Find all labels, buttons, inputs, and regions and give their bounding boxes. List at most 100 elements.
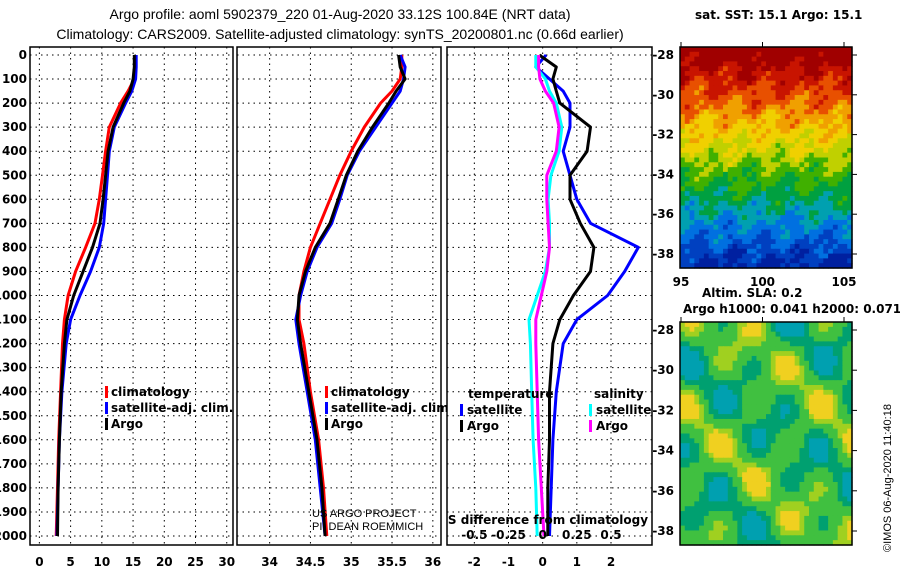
map-cell bbox=[794, 210, 801, 216]
map-cell bbox=[828, 477, 834, 483]
map-cell bbox=[804, 414, 810, 420]
map-cell bbox=[723, 336, 729, 342]
map-cell bbox=[794, 389, 801, 396]
map-cell bbox=[809, 520, 815, 527]
map-cell bbox=[680, 109, 686, 115]
map-cell bbox=[699, 457, 705, 464]
map-cell bbox=[727, 341, 734, 347]
map-cell bbox=[742, 481, 748, 488]
map-cell bbox=[727, 210, 734, 216]
map-cell bbox=[804, 51, 810, 58]
map-cell bbox=[689, 47, 695, 53]
map-cell bbox=[694, 457, 700, 464]
map-cell bbox=[785, 535, 791, 541]
map-cell bbox=[828, 181, 834, 187]
map-cell bbox=[799, 253, 805, 259]
map-cell bbox=[694, 530, 700, 536]
map-cell bbox=[703, 399, 710, 406]
map-cell bbox=[732, 152, 738, 159]
map-cell bbox=[684, 520, 691, 527]
map-cell bbox=[703, 71, 710, 77]
map-cell bbox=[680, 477, 686, 483]
map-cell bbox=[727, 200, 734, 207]
map-cell bbox=[723, 462, 729, 469]
map-cell bbox=[727, 501, 734, 507]
map-cell bbox=[742, 143, 748, 149]
map-cell bbox=[799, 239, 805, 245]
map-cell bbox=[766, 171, 772, 178]
map-cell bbox=[809, 404, 815, 410]
map-cell bbox=[847, 143, 853, 149]
map-cell bbox=[804, 477, 810, 483]
map-cell bbox=[746, 418, 753, 425]
map-cell bbox=[751, 535, 758, 541]
map-cell bbox=[694, 224, 700, 231]
map-cell bbox=[775, 243, 781, 250]
map-cell bbox=[689, 520, 695, 527]
map-cell bbox=[699, 452, 705, 459]
map-cell bbox=[761, 176, 767, 183]
map-cell bbox=[727, 109, 734, 115]
map-cell bbox=[746, 248, 753, 255]
map-cell bbox=[823, 370, 829, 376]
map-cell bbox=[775, 95, 781, 101]
map-cell bbox=[837, 457, 844, 464]
map-cell bbox=[813, 133, 820, 139]
map-cell bbox=[775, 418, 781, 425]
map-cell bbox=[751, 191, 758, 197]
map-cell bbox=[804, 186, 810, 192]
map-cell bbox=[684, 530, 691, 536]
map-cell bbox=[761, 360, 767, 367]
map-cell bbox=[847, 351, 853, 357]
map-cell bbox=[680, 336, 686, 342]
map-cell bbox=[727, 443, 734, 449]
map-cell bbox=[799, 496, 805, 502]
map-cell bbox=[708, 448, 715, 454]
map-cell bbox=[756, 414, 762, 420]
map-cell bbox=[775, 171, 781, 178]
map-cell bbox=[723, 114, 729, 120]
map-cell bbox=[780, 167, 786, 173]
map-cell bbox=[842, 443, 848, 449]
map-cell bbox=[770, 90, 777, 96]
map-cell bbox=[770, 380, 777, 386]
map-cell bbox=[694, 501, 700, 507]
map-cell bbox=[799, 104, 805, 111]
map-cell bbox=[818, 229, 824, 235]
map-cell bbox=[689, 331, 695, 338]
map-cell bbox=[847, 123, 853, 130]
map-cell bbox=[770, 365, 777, 372]
map-cell bbox=[713, 234, 719, 240]
map-cell bbox=[780, 171, 786, 178]
map-cell bbox=[785, 370, 791, 376]
map-cell bbox=[684, 467, 691, 473]
map-cell bbox=[718, 123, 724, 130]
map-cell bbox=[689, 540, 695, 546]
map-cell bbox=[794, 90, 801, 96]
map-cell bbox=[780, 506, 786, 512]
map-cell bbox=[813, 515, 820, 522]
map-cell bbox=[804, 336, 810, 342]
map-cell bbox=[789, 506, 796, 512]
map-cell bbox=[737, 243, 743, 250]
map-cell bbox=[723, 540, 729, 546]
map-cell bbox=[842, 540, 848, 546]
map-cell bbox=[732, 219, 738, 226]
map-cell bbox=[785, 457, 791, 464]
map-cell bbox=[684, 360, 691, 367]
map-cell bbox=[684, 535, 691, 541]
map-cell bbox=[723, 418, 729, 425]
map-cell bbox=[751, 418, 758, 425]
map-cell bbox=[751, 511, 758, 517]
map-cell bbox=[775, 360, 781, 367]
map-cell bbox=[799, 341, 805, 347]
map-cell bbox=[727, 123, 734, 130]
legend-title-temperature: temperature bbox=[468, 387, 553, 401]
map-cell bbox=[699, 167, 705, 173]
map-cell bbox=[809, 515, 815, 522]
map-cell bbox=[813, 205, 820, 211]
map-cell bbox=[837, 438, 844, 444]
map-cell bbox=[684, 66, 691, 72]
map-cell bbox=[775, 143, 781, 149]
map-cell bbox=[837, 496, 844, 502]
